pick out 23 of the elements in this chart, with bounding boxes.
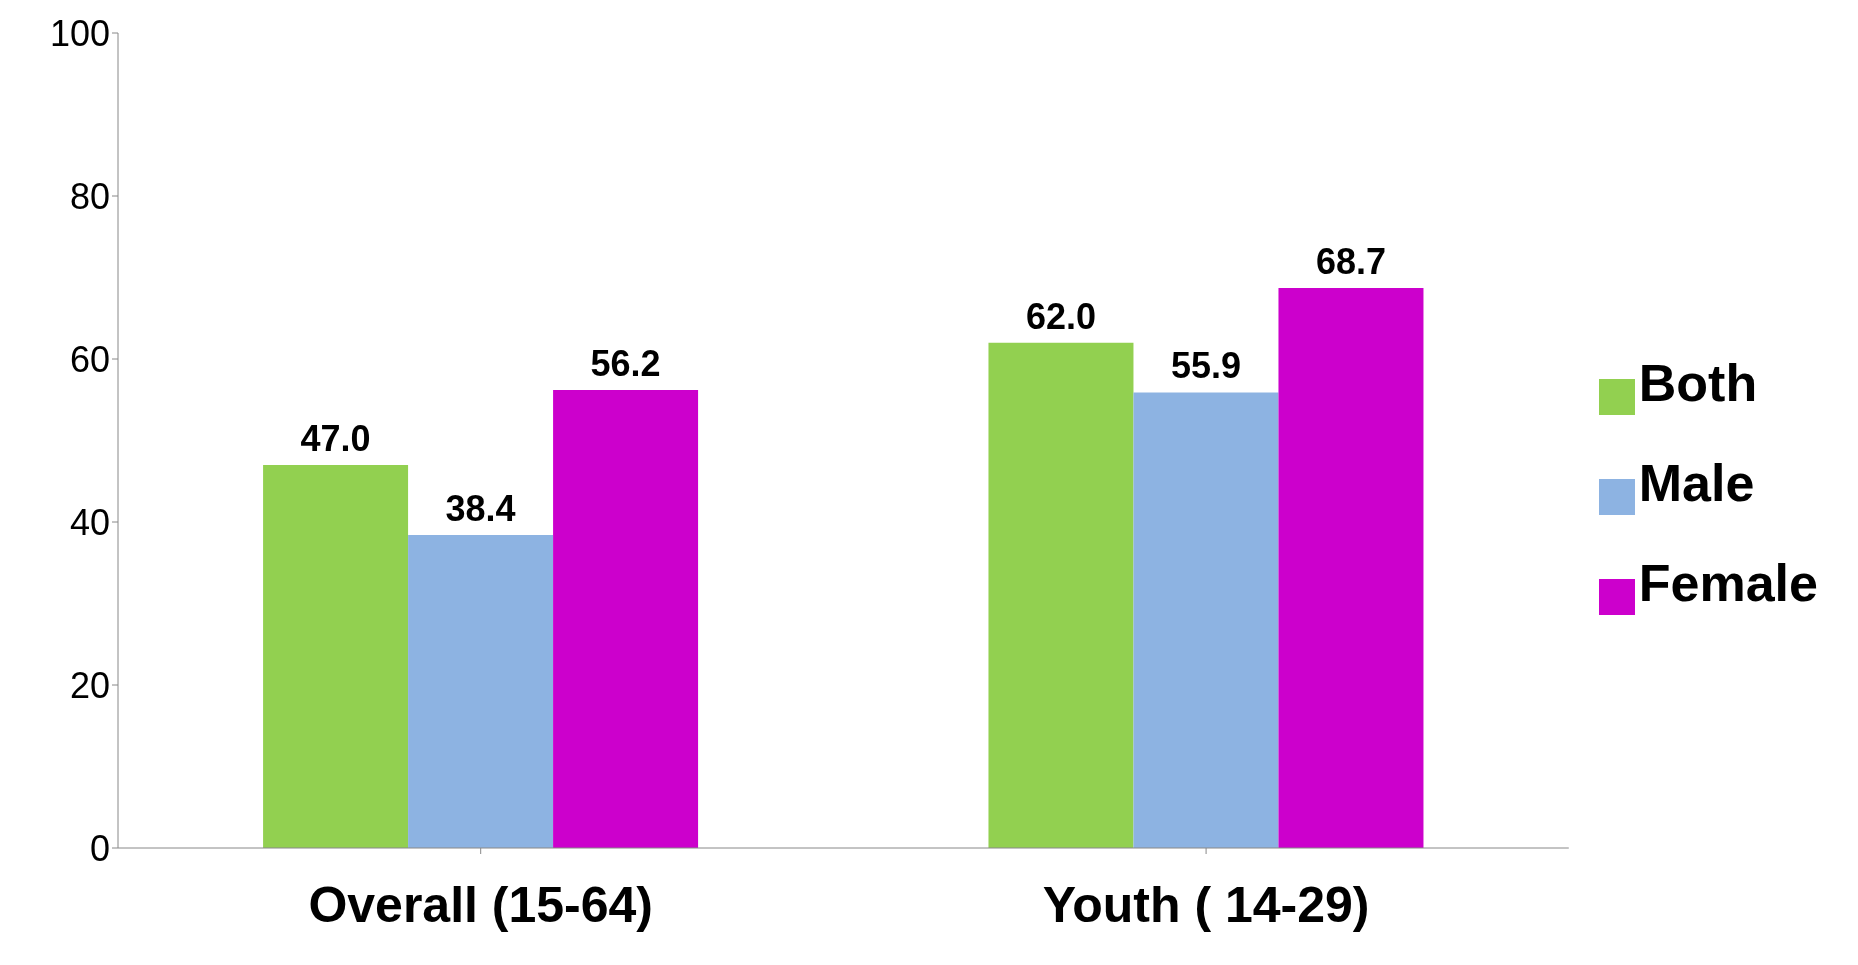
x-tick-label: Youth ( 14-29) <box>1042 876 1370 933</box>
y-tick-label: 80 <box>69 175 110 217</box>
data-label: 55.9 <box>1170 345 1242 387</box>
y-tick-label: 20 <box>69 664 110 706</box>
bar <box>1278 288 1424 848</box>
data-label: 38.4 <box>445 488 516 530</box>
bar <box>408 535 554 848</box>
bar <box>553 389 699 848</box>
legend-label: Male <box>1638 454 1755 512</box>
bar <box>988 342 1134 848</box>
bar <box>1133 392 1279 848</box>
legend-label: Both <box>1638 354 1758 412</box>
bar <box>263 464 409 848</box>
data-label: 47.0 <box>300 417 371 459</box>
x-tick-label: Overall (15-64) <box>308 876 654 933</box>
data-label: 62.0 <box>1025 295 1097 337</box>
y-tick-label: 0 <box>89 827 110 869</box>
data-label: 68.7 <box>1315 241 1387 283</box>
y-tick-label: 40 <box>69 501 110 543</box>
legend-label: Female <box>1638 554 1818 612</box>
data-label: 56.2 <box>590 342 661 384</box>
y-tick-label: 60 <box>69 338 110 380</box>
y-tick-label: 100 <box>49 12 110 54</box>
